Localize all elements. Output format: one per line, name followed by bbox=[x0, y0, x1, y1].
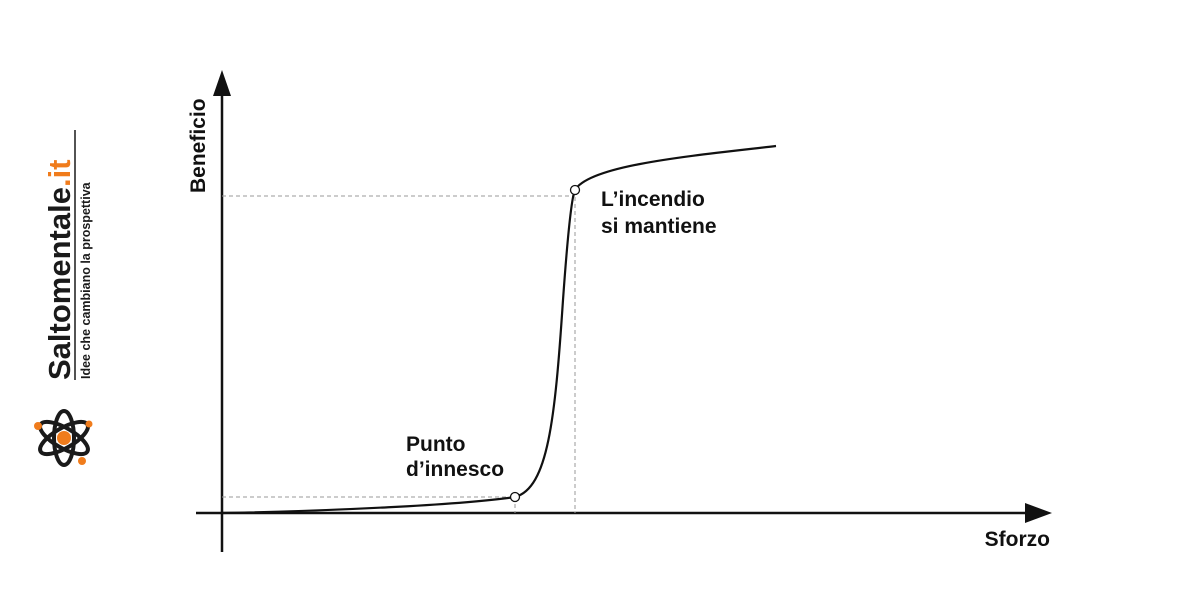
trigger-label-line-1: Punto bbox=[406, 433, 465, 456]
trigger-point-marker bbox=[509, 491, 521, 503]
sustain-label-line-2: si mantiene bbox=[601, 215, 717, 238]
brand-block: Saltomentale.it Idee che cambiano la pro… bbox=[34, 130, 93, 467]
sustain-point-label: L’incendio si mantiene bbox=[601, 188, 717, 238]
benefit-curve bbox=[221, 144, 777, 515]
y-axis-arrowhead bbox=[213, 70, 231, 96]
brand-tld: .it bbox=[42, 159, 77, 187]
sustain-label-line-1: L’incendio bbox=[601, 188, 705, 211]
trigger-point-label: Punto d’innesco bbox=[406, 433, 504, 481]
y-axis-label: Beneficio bbox=[187, 98, 210, 193]
atom-icon bbox=[34, 409, 93, 467]
trigger-label-line-2: d’innesco bbox=[406, 458, 504, 481]
brand-wordmark-text: Saltomentale.it bbox=[42, 159, 77, 380]
axes: Beneficio Sforzo bbox=[187, 70, 1052, 552]
x-axis-label: Sforzo bbox=[985, 528, 1050, 551]
brand-name: Saltomentale bbox=[42, 187, 77, 380]
brand-wordmark: Saltomentale.it Idee che cambiano la pro… bbox=[42, 130, 93, 380]
x-axis-arrowhead bbox=[1025, 503, 1052, 523]
guide-lines bbox=[222, 190, 576, 513]
sustain-point-marker bbox=[569, 184, 581, 196]
brand-tagline: Idee che cambiano la prospettiva bbox=[79, 181, 93, 379]
